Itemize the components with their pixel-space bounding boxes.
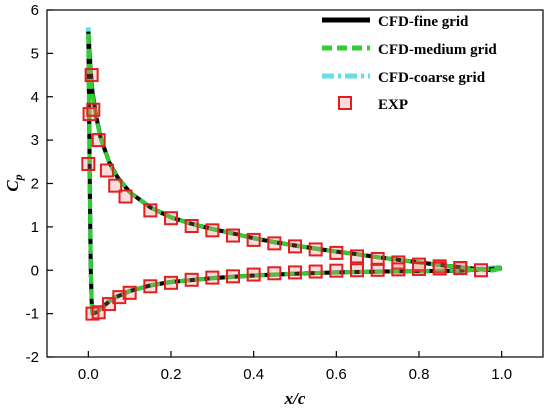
exp-marker [329,245,344,260]
exp-marker [308,242,323,257]
exp-marker [246,232,261,247]
exp-marker [226,269,240,284]
exp-marker [474,263,488,278]
series-cfd-medium-grid-lower [86,33,502,316]
exp-marker [432,261,447,276]
legend-label-coarse: CFD-coarse grid [378,70,486,86]
x-tick-label: 0.0 [78,366,99,383]
exp-marker [84,68,99,83]
y-axis-title-main: C [3,180,22,192]
exp-marker [267,266,282,281]
legend-label-fine: CFD-fine grid [378,14,469,30]
exp-marker [350,263,364,278]
exp-marker [184,219,199,234]
exp-marker [329,263,344,278]
exp-marker [112,290,127,305]
x-tick-label: 0.8 [409,366,430,383]
x-tick-label: 1.0 [491,366,512,383]
series-cfd-coarse-grid-upper [86,27,503,273]
y-tick-label: 3 [31,132,39,149]
exp-marker [143,203,158,218]
exp-markers [81,68,488,321]
exp-marker [205,270,220,285]
y-tick-label: 5 [31,45,39,62]
exp-marker [288,265,302,280]
exp-marker [267,236,282,251]
y-tick-label: 2 [31,176,39,193]
exp-marker [164,211,178,226]
exp-marker [205,223,220,238]
exp-marker [91,133,106,148]
exp-marker [370,262,385,277]
series-cfd-fine-grid-upper [86,31,503,273]
axes: 0.0 0.2 0.4 0.6 0.8 1.0 -2 -1 0 1 2 3 4 5 6 [26,2,512,383]
y-tick-label: -1 [26,306,39,323]
exp-marker [164,275,178,290]
exp-marker [81,156,96,171]
y-tick-label: -2 [26,349,39,366]
exp-marker [246,267,261,282]
exp-marker [122,285,137,300]
exp-marker [91,305,106,320]
exp-marker [118,189,133,204]
legend: CFD-fine grid CFD-medium grid CFD-coarse… [322,14,497,113]
exp-marker [391,262,406,277]
y-tick-label: 1 [31,219,39,236]
legend-label-exp: EXP [378,97,408,113]
y-tick-label: 0 [31,262,39,279]
exp-marker [288,239,302,254]
exp-marker [86,102,101,117]
x-tick-label: 0.2 [161,366,182,383]
legend-marker-exp [338,96,352,110]
exp-marker [412,261,426,276]
exp-marker [226,228,240,243]
x-axis-title: x/c [284,389,306,408]
y-tick-label: 4 [31,89,39,106]
x-tick-label: 0.4 [243,366,264,383]
y-axis-title-sub: p [11,174,25,181]
series-cfd-medium-grid-upper [86,33,503,273]
exp-marker [99,163,114,178]
exp-marker [350,249,364,264]
exp-marker [308,264,323,279]
legend-label-medium: CFD-medium grid [378,42,497,58]
exp-marker [108,178,123,193]
y-axis-title: Cp [3,174,25,191]
y-tick-label: 6 [31,2,39,19]
exp-marker [453,261,468,276]
x-tick-label: 0.6 [326,366,347,383]
exp-marker [143,279,158,294]
exp-marker [184,272,199,287]
exp-marker [370,251,385,266]
